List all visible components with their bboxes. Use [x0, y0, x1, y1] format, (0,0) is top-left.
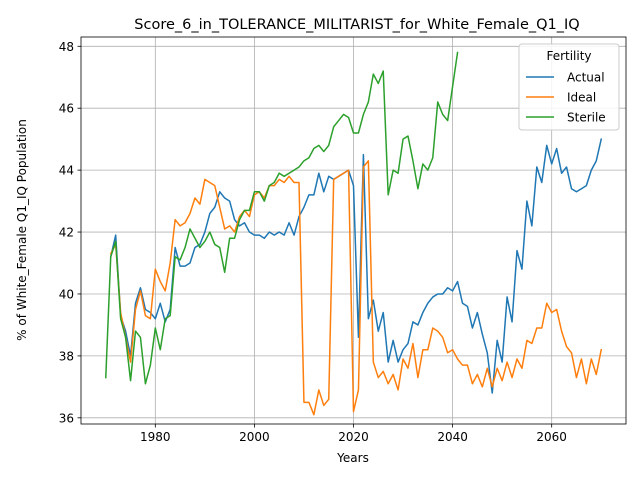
y-tick-label: 40 — [59, 287, 74, 301]
y-tick-label: 38 — [59, 349, 74, 363]
x-axis-label: Years — [336, 451, 369, 465]
y-tick-label: 44 — [59, 164, 74, 178]
y-tick-label: 42 — [59, 226, 74, 240]
x-tick-label: 2000 — [239, 430, 270, 444]
x-tick-label: 2040 — [437, 430, 468, 444]
y-tick-label: 46 — [59, 102, 74, 116]
legend-label-actual: Actual — [567, 71, 605, 85]
y-tick-label: 48 — [59, 40, 74, 54]
chart-title: Score_6_in_TOLERANCE_MILITARIST_for_Whit… — [134, 17, 579, 33]
legend: Fertility Actual Ideal Sterile — [518, 43, 620, 131]
x-axis-ticks: 1980 2000 2020 2040 2060 — [140, 424, 567, 444]
y-axis-ticks: 36 38 40 42 44 46 48 — [59, 40, 81, 425]
y-axis-label: % of White_Female Q1_IQ Population — [15, 119, 29, 341]
x-tick-label: 2060 — [536, 430, 567, 444]
x-tick-label: 2020 — [338, 430, 369, 444]
legend-entries: Actual Ideal Sterile — [526, 71, 606, 125]
legend-label-sterile: Sterile — [567, 111, 606, 125]
y-tick-label: 36 — [59, 411, 74, 425]
legend-title: Fertility — [546, 49, 591, 63]
x-tick-label: 1980 — [140, 430, 171, 444]
legend-label-ideal: Ideal — [567, 91, 596, 105]
legend-box — [518, 43, 620, 131]
series-line-sterile — [104, 51, 459, 385]
series-line-actual — [109, 138, 603, 394]
series-line-ideal — [109, 160, 603, 416]
series-lines — [104, 51, 603, 416]
